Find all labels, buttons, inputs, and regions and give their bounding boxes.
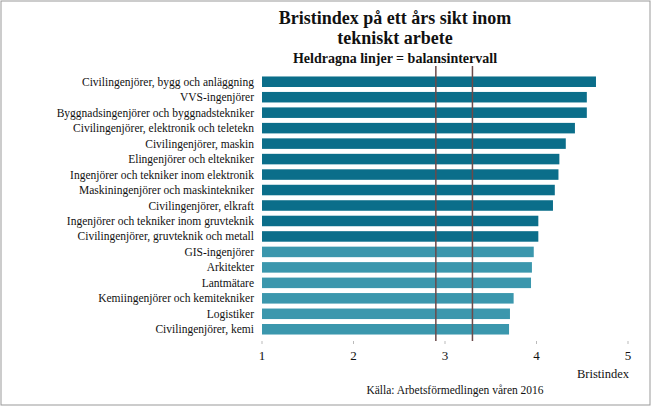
- plot-area: [262, 66, 596, 341]
- category-label: Arkitekter: [207, 261, 254, 273]
- bar: [262, 231, 538, 242]
- chart-container: Bristindex på ett års sikt inomtekniskt …: [0, 0, 651, 406]
- bar: [262, 200, 553, 211]
- category-label: Civilingenjörer, maskin: [145, 138, 254, 151]
- category-label: Maskiningenjörer och maskintekniker: [79, 184, 254, 197]
- category-label: Kemiingenjörer och kemitekniker: [98, 292, 254, 305]
- bar: [262, 138, 566, 149]
- bar: [262, 76, 596, 87]
- bar: [262, 107, 587, 118]
- bar: [262, 169, 558, 180]
- tick-label: 1: [259, 348, 266, 363]
- category-label: Civilingenjörer, elektronik och teletekn: [73, 122, 254, 135]
- balance-line: [435, 66, 437, 341]
- category-label: Civilingenjörer, bygg och anläggning: [82, 76, 254, 89]
- axis-label: Bristindex: [577, 367, 630, 381]
- category-label: Lantmätare: [202, 277, 254, 289]
- bar: [262, 247, 534, 258]
- category-label: Ingenjörer och tekniker inom gruvteknik: [67, 215, 254, 228]
- category-label: Civilingenjörer, kemi: [155, 323, 254, 336]
- tick-label: 4: [533, 348, 540, 363]
- bar: [262, 278, 531, 289]
- tick-label: 3: [442, 348, 449, 363]
- category-label: Civilingenjörer, gruvteknik och metall: [78, 230, 254, 243]
- category-label: Elingenjörer och eltekniker: [128, 153, 254, 166]
- tick: [536, 341, 537, 344]
- bar: [262, 262, 532, 273]
- tick-label: 5: [625, 348, 632, 363]
- bar: [262, 123, 575, 134]
- bar: [262, 154, 559, 165]
- title-line: Bristindex på ett års sikt inom: [279, 8, 512, 28]
- tick-label: 2: [350, 348, 357, 363]
- title-line: tekniskt arbete: [337, 28, 453, 48]
- tick: [262, 341, 263, 344]
- category-label: Ingenjörer och tekniker inom elektronik: [70, 169, 254, 182]
- category-label: VVS-ingenjörer: [180, 91, 254, 104]
- category-label: Byggnadsingenjörer och byggnadstekniker: [57, 107, 255, 120]
- tick: [628, 341, 629, 344]
- tick: [353, 341, 354, 344]
- category-label: Logistiker: [207, 308, 254, 321]
- frame: [1, 1, 650, 405]
- bar: [262, 216, 538, 227]
- bar: [262, 92, 587, 103]
- subtitle: Heldragna linjer = balansintervall: [293, 51, 497, 66]
- category-label: Civilingenjörer, elkraft: [148, 200, 254, 213]
- tick: [445, 341, 446, 344]
- bar: [262, 185, 555, 196]
- balance-line: [472, 66, 474, 341]
- category-label: GIS-ingenjörer: [184, 246, 254, 259]
- bar: [262, 293, 514, 304]
- title: Bristindex på ett års sikt inomtekniskt …: [279, 8, 512, 48]
- chart: Bristindex på ett års sikt inomtekniskt …: [0, 0, 651, 406]
- source: Källa: Arbetsförmedlingen våren 2016: [366, 384, 543, 397]
